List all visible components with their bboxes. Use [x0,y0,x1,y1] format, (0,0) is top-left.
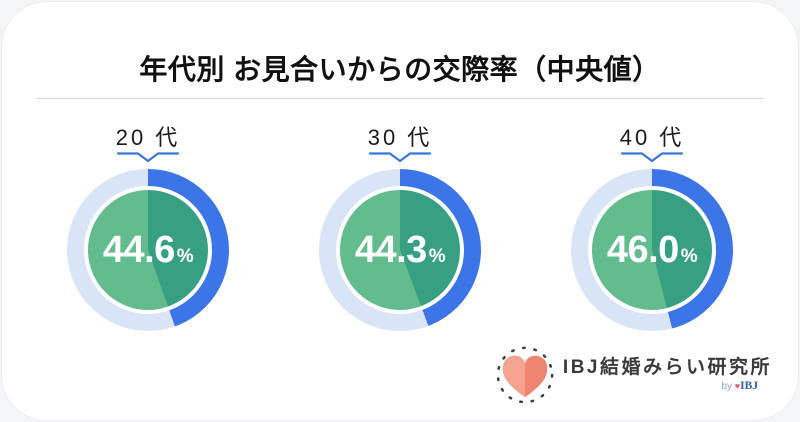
page-title: 年代別 お見合いからの交際率（中央値） [139,54,661,85]
donut-inner-pie: 44.3% [336,186,464,315]
chart-group-30s: 30 代 44.3% [319,125,481,332]
donut-value: 44.6% [102,228,194,272]
donut-chart-40s: 46.0% [571,169,733,332]
donut-value: 46.0% [606,228,698,272]
byline-brand: IBJ [740,379,758,392]
donut-inner-pie: 44.6% [84,186,212,315]
byline: by ♥IBJ [563,380,772,393]
age-group-label-40s: 40 代 [619,125,685,150]
title-divider [36,98,764,99]
charts-row: 20 代 44.6% 30 代 44.3% [2,125,798,332]
donut-chart-30s: 44.3% [319,169,481,332]
heart-icon [496,346,554,404]
age-group-label-30s: 30 代 [367,125,433,150]
chart-group-20s: 20 代 44.6% [67,125,229,332]
percent-value: 44.6 [102,228,175,271]
pointer-bracket-icon [621,152,683,163]
brand-logo: IBJ結婚みらい研究所 by ♥IBJ [494,345,772,405]
logo-text: IBJ結婚みらい研究所 [562,356,772,378]
small-heart-icon: ♥ [734,380,741,391]
percent-unit: % [680,245,698,267]
donut-chart-20s: 44.6% [67,169,229,332]
percent-value: 44.3 [354,228,427,271]
donut-inner-pie: 46.0% [588,186,716,315]
pointer-bracket-icon [369,152,431,163]
brand-text-block: IBJ結婚みらい研究所 by ♥IBJ [562,356,772,393]
pointer-bracket-icon [117,152,179,163]
byline-by: by [721,380,732,392]
percent-value: 46.0 [606,228,679,271]
donut-value: 44.3% [354,228,446,272]
percent-unit: % [176,245,194,267]
chart-group-40s: 40 代 46.0% [571,125,733,332]
percent-unit: % [428,245,446,267]
age-group-label-20s: 20 代 [115,125,181,150]
